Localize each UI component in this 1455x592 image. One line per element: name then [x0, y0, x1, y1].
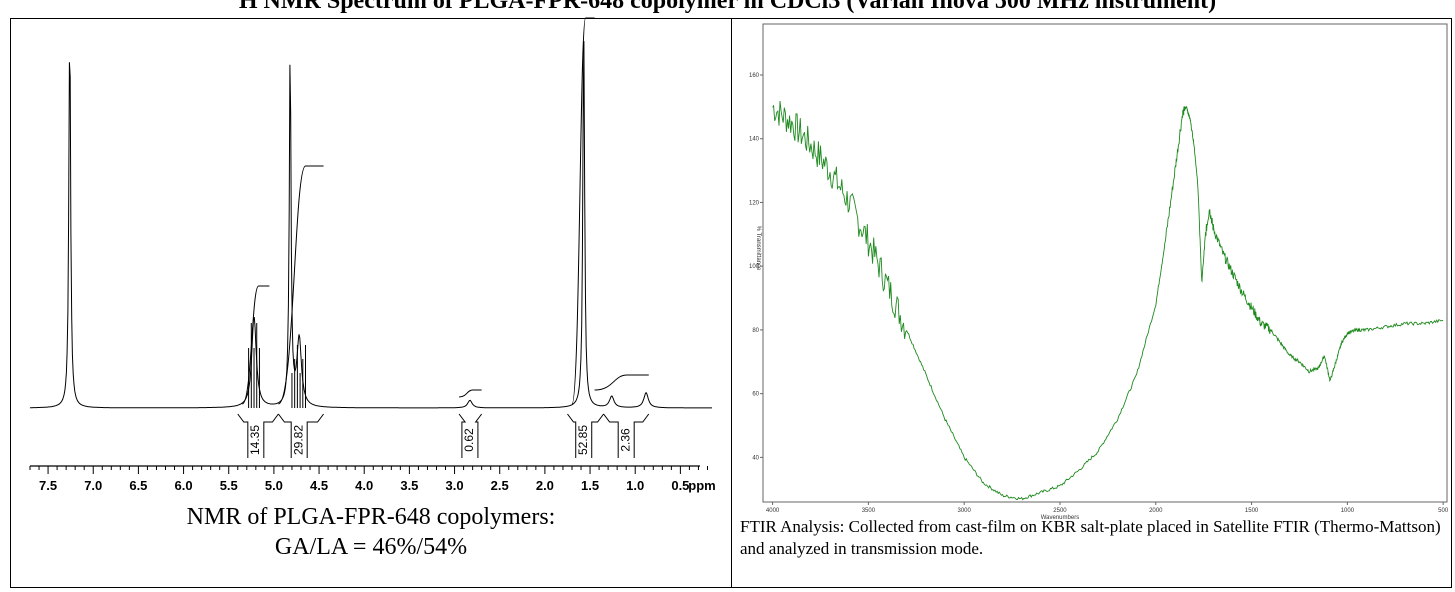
- nmr-x-tick-label: 2.5: [491, 478, 509, 493]
- nmr-x-axis-unit: ppm: [688, 478, 715, 493]
- nmr-integral-bracket: [458, 413, 483, 458]
- ftir-y-tick-label: 100: [749, 264, 760, 270]
- nmr-integral-label: 52.85: [576, 425, 590, 455]
- nmr-spectrum-chart: 14.35 29.82 0.62 52.85 2.36 7.5 7.0 6.5 6.0 5.5 5.…: [29, 17, 716, 493]
- nmr-x-tick-label: 6.5: [129, 478, 147, 493]
- nmr-spectrum-line: [30, 41, 712, 409]
- nmr-integral-bracket: [278, 413, 324, 458]
- nmr-integral-curve: [459, 389, 482, 398]
- nmr-integral-label: 29.82: [291, 425, 305, 455]
- nmr-integral-curve: [277, 165, 324, 405]
- nmr-x-tick-label: 6.0: [175, 478, 193, 493]
- nmr-integral-curve: [594, 374, 649, 391]
- ftir-x-tick-label: 2500: [1053, 508, 1067, 514]
- nmr-integral-label: 0.62: [462, 428, 476, 452]
- ftir-y-tick-label: 120: [749, 200, 760, 206]
- page-title: H NMR Spectrum of PLGA-FPR-648 copolymer…: [238, 0, 1217, 14]
- nmr-x-tick-label: 1.5: [581, 478, 599, 493]
- ftir-y-tick-label: 80: [752, 328, 759, 334]
- nmr-integral-label: 14.35: [248, 425, 262, 455]
- ftir-spectrum-line: [772, 100, 1444, 501]
- nmr-integral-bracket: [567, 413, 605, 458]
- ftir-y-tick-label: 60: [752, 392, 759, 398]
- ftir-x-tick-label: 2000: [1149, 508, 1163, 514]
- ftir-plot-frame: [762, 23, 1448, 503]
- ftir-caption: FTIR Analysis: Collected from cast-film …: [740, 517, 1441, 558]
- nmr-integral-curve: [571, 17, 595, 405]
- nmr-integral-label: 2.36: [618, 428, 632, 452]
- ftir-x-axis-label: Wavenumbers: [1041, 515, 1079, 521]
- nmr-caption: NMR of PLGA-FPR-648 copolymers: GA/LA = …: [12, 502, 730, 562]
- nmr-x-tick-label: 5.5: [220, 478, 238, 493]
- nmr-x-tick-label: 0.5: [671, 478, 689, 493]
- nmr-integral-bracket: [237, 413, 279, 458]
- nmr-x-tick-label: 5.0: [265, 478, 283, 493]
- ftir-x-tick-label: 500: [1438, 508, 1449, 514]
- ftir-y-tick-label: 40: [752, 455, 759, 461]
- nmr-x-tick-label: 1.0: [626, 478, 644, 493]
- nmr-x-tick-label: 3.0: [446, 478, 464, 493]
- ftir-x-tick-label: 4000: [766, 508, 780, 514]
- panel-divider: [731, 18, 732, 588]
- ftir-y-axis-label: % Transmittance: [755, 226, 761, 271]
- ftir-x-tick-label: 3500: [862, 508, 876, 514]
- nmr-x-tick-label: 4.5: [310, 478, 328, 493]
- nmr-x-tick-label: 2.0: [536, 478, 554, 493]
- nmr-x-tick-label: 7.5: [39, 478, 57, 493]
- ftir-y-tick-label: 160: [749, 73, 760, 79]
- nmr-x-tick-label: 4.0: [355, 478, 373, 493]
- nmr-caption-line2: GA/LA = 46%/54%: [274, 534, 468, 560]
- ftir-spectrum-chart: 4000 3500 3000 2500 2000 1500 1000 500 40 60 80 100…: [749, 23, 1449, 521]
- ftir-y-tick-label: 140: [749, 137, 760, 143]
- ftir-x-tick-label: 1500: [1245, 508, 1259, 514]
- ftir-x-tick-label: 1000: [1341, 508, 1355, 514]
- ftir-x-tick-label: 3000: [957, 508, 971, 514]
- nmr-x-tick-label: 7.0: [84, 478, 102, 493]
- nmr-integral-curve: [241, 285, 270, 405]
- nmr-caption-line1: NMR of PLGA-FPR-648 copolymers:: [186, 504, 556, 530]
- nmr-x-tick-label: 3.5: [400, 478, 418, 493]
- nmr-integral-bracket: [603, 413, 650, 458]
